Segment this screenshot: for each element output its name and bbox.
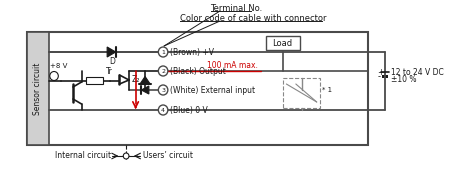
Text: D: D	[109, 57, 115, 66]
Bar	[283, 78, 320, 108]
Bar	[27, 32, 368, 145]
Text: 4: 4	[161, 107, 165, 112]
Bar	[27, 32, 50, 145]
Text: Terminal No.: Terminal No.	[211, 3, 263, 12]
Text: -: -	[378, 73, 380, 82]
Text: Users’ circuit: Users’ circuit	[143, 152, 193, 161]
Text: 3: 3	[161, 87, 165, 93]
Polygon shape	[141, 86, 149, 94]
Text: 12 to 24 V DC: 12 to 24 V DC	[391, 68, 443, 76]
Circle shape	[158, 66, 168, 76]
Circle shape	[158, 105, 168, 115]
Circle shape	[158, 47, 168, 57]
Text: (White) External input: (White) External input	[170, 86, 255, 94]
Polygon shape	[140, 76, 150, 84]
Text: 100 mA max.: 100 mA max.	[207, 60, 257, 69]
Text: (Blue) 0 V: (Blue) 0 V	[170, 105, 207, 114]
Bar	[86, 77, 104, 84]
Text: 2: 2	[161, 69, 165, 73]
Text: * 1: * 1	[322, 87, 333, 93]
Text: ±10 %: ±10 %	[391, 75, 416, 84]
Text: +: +	[378, 68, 384, 76]
Polygon shape	[107, 47, 116, 57]
Circle shape	[158, 85, 168, 95]
Text: Load: Load	[273, 39, 292, 48]
Text: Internal circuit: Internal circuit	[55, 152, 112, 161]
Text: +8 V: +8 V	[50, 63, 68, 69]
Text: (Brown) +V: (Brown) +V	[170, 48, 214, 57]
Text: Z₂: Z₂	[132, 75, 140, 84]
Text: Tr: Tr	[106, 66, 113, 75]
Text: Sensor circuit: Sensor circuit	[33, 62, 42, 115]
Text: Color code of cable with connector: Color code of cable with connector	[180, 14, 327, 22]
Text: (Black) Output: (Black) Output	[170, 66, 225, 75]
Text: 1: 1	[161, 50, 165, 55]
Bar	[266, 36, 300, 50]
Bar	[382, 75, 388, 78]
Circle shape	[123, 153, 129, 159]
